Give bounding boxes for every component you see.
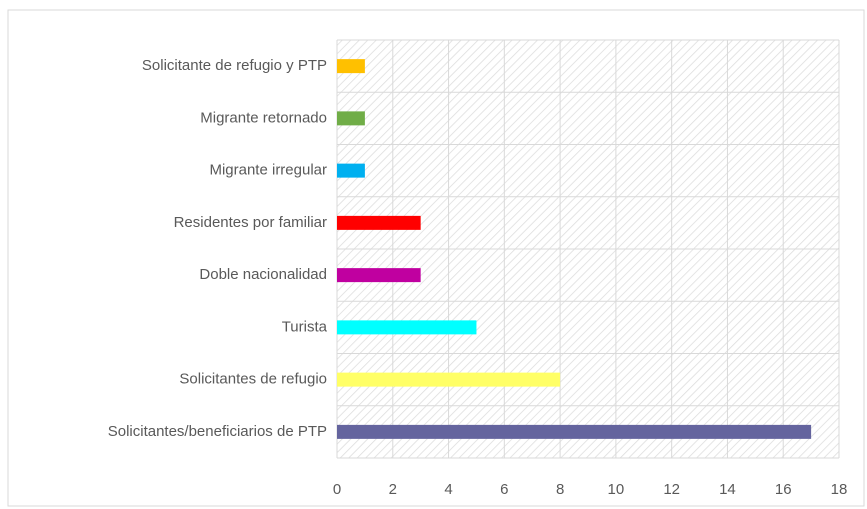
x-tick-label: 8 — [556, 481, 564, 498]
bar — [337, 163, 365, 178]
y-tick-label: Migrante retornado — [200, 109, 327, 126]
y-tick-label: Solicitante de refugio y PTP — [142, 57, 327, 74]
bar — [337, 215, 421, 230]
y-tick-label: Solicitantes/beneficiarios de PTP — [108, 423, 327, 440]
bar — [337, 268, 421, 283]
bar — [337, 424, 812, 439]
x-tick-label: 14 — [719, 481, 736, 498]
bar — [337, 59, 365, 74]
x-tick-label: 18 — [831, 481, 848, 498]
y-tick-label: Turista — [282, 318, 328, 335]
bar — [337, 320, 477, 335]
x-tick-label: 16 — [775, 481, 792, 498]
bar — [337, 111, 365, 126]
y-tick-label: Residentes por familiar — [174, 214, 327, 231]
y-tick-label: Solicitantes de refugio — [179, 371, 327, 388]
x-tick-label: 0 — [333, 481, 341, 498]
x-tick-label: 12 — [663, 481, 680, 498]
x-tick-label: 6 — [500, 481, 508, 498]
x-tick-label: 10 — [608, 481, 625, 498]
y-tick-label: Doble nacionalidad — [199, 266, 327, 283]
bar — [337, 372, 561, 387]
x-tick-label: 2 — [389, 481, 397, 498]
x-tick-label: 4 — [444, 481, 452, 498]
y-tick-label: Migrante irregular — [209, 162, 327, 179]
